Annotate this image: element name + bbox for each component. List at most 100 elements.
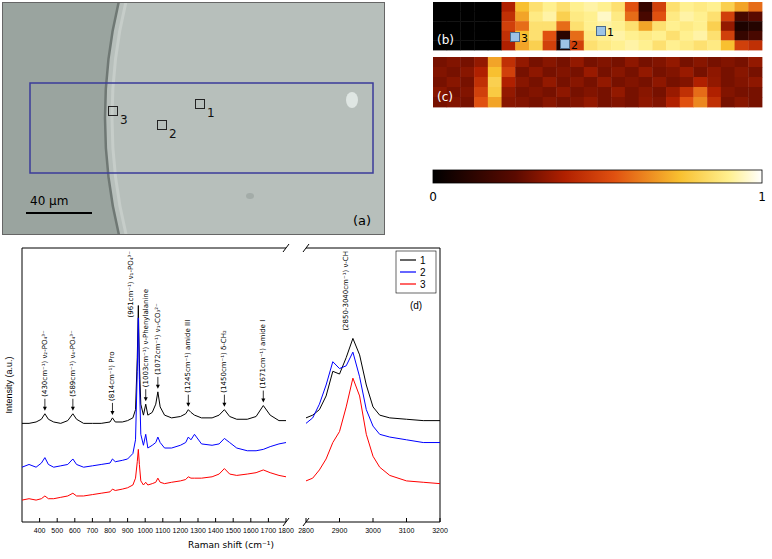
map-cell xyxy=(748,21,762,31)
map-cell xyxy=(584,40,598,50)
map-cell xyxy=(515,2,529,12)
map-cell xyxy=(680,40,694,50)
map-cell xyxy=(460,77,474,87)
map-cell xyxy=(693,2,707,12)
map-cell xyxy=(488,21,502,31)
map-cell xyxy=(735,21,749,31)
map-cell xyxy=(447,2,461,12)
colorbar-tick-label: 1 xyxy=(758,190,766,204)
map-cell xyxy=(707,40,721,50)
map-cell xyxy=(515,77,529,87)
frame-top xyxy=(22,248,286,249)
map-cell xyxy=(460,87,474,97)
map-cell xyxy=(639,31,653,41)
x-tick xyxy=(162,518,163,522)
map-cell xyxy=(502,57,516,67)
map-cell xyxy=(460,97,474,107)
map-cell xyxy=(474,21,488,31)
map-cell xyxy=(556,12,570,22)
axis-break xyxy=(283,518,289,526)
map-cell xyxy=(447,21,461,31)
map-cell xyxy=(666,97,680,107)
map-cell xyxy=(515,67,529,77)
x-tick-label: 1200 xyxy=(173,527,189,534)
map-cell xyxy=(488,67,502,77)
map-cell xyxy=(639,87,653,97)
map-cell xyxy=(707,31,721,41)
map-cell xyxy=(721,21,735,31)
map-cell xyxy=(666,67,680,77)
map-cell xyxy=(584,67,598,77)
map-cell xyxy=(639,57,653,67)
map-cell xyxy=(598,12,612,22)
map-cell xyxy=(556,40,570,50)
map-cell xyxy=(515,87,529,97)
plot-area xyxy=(306,338,440,483)
map-cell xyxy=(721,97,735,107)
map-cell xyxy=(707,21,721,31)
panel-label: (d) xyxy=(410,300,422,311)
x-tick xyxy=(306,518,307,522)
map-cell xyxy=(748,40,762,50)
map-cell xyxy=(515,21,529,31)
map-cell xyxy=(570,2,584,12)
x-tick xyxy=(440,518,441,522)
map-cell xyxy=(735,57,749,67)
annotation-arrowhead xyxy=(186,403,190,407)
map-cell xyxy=(598,97,612,107)
map-cell xyxy=(529,2,543,12)
map-cell xyxy=(570,97,584,107)
map-cell xyxy=(447,77,461,87)
map-cell xyxy=(707,87,721,97)
map-cell xyxy=(447,67,461,77)
x-tick xyxy=(57,518,58,522)
map-cell xyxy=(652,2,666,12)
map-cell xyxy=(625,12,639,22)
y-axis xyxy=(22,248,23,522)
map-cell xyxy=(529,57,543,67)
map-cell xyxy=(474,77,488,87)
x-axis xyxy=(22,522,286,523)
x-tick-label: 600 xyxy=(69,527,81,534)
map-cell xyxy=(488,87,502,97)
map-cell xyxy=(735,40,749,50)
x-tick xyxy=(286,518,287,522)
point-marker xyxy=(511,33,520,42)
x-tick-label: 3100 xyxy=(399,527,415,534)
map-cell xyxy=(639,40,653,50)
figure: 12340 μm(a)(b)(c)12301400500600700800900… xyxy=(0,0,772,559)
x-tick xyxy=(110,518,111,522)
spectrum-line xyxy=(22,449,286,500)
map-cell xyxy=(584,12,598,22)
map-cell xyxy=(693,97,707,107)
map-cell xyxy=(707,67,721,77)
map-cell xyxy=(639,67,653,77)
x-tick xyxy=(339,518,340,522)
map-cell xyxy=(611,77,625,87)
map-cell xyxy=(693,77,707,87)
x-tick xyxy=(233,518,234,522)
map-cell xyxy=(721,12,735,22)
map-cell xyxy=(556,57,570,67)
map-cell xyxy=(460,31,474,41)
map-cell xyxy=(652,77,666,87)
annotation-arrowhead xyxy=(261,399,265,403)
panel-label: (a) xyxy=(353,213,371,228)
map-cell xyxy=(433,21,447,31)
map-cell xyxy=(652,87,666,97)
x-tick-label: 1700 xyxy=(261,527,277,534)
point-marker xyxy=(597,27,606,36)
map-cell xyxy=(652,67,666,77)
axis-break xyxy=(283,244,289,252)
map-cell xyxy=(433,57,447,67)
x-tick xyxy=(198,518,199,522)
map-cell xyxy=(611,12,625,22)
map-cell xyxy=(598,87,612,97)
x-tick-label: 500 xyxy=(51,527,63,534)
map-cell xyxy=(502,87,516,97)
map-cell xyxy=(652,57,666,67)
map-cell xyxy=(543,57,557,67)
map-cell xyxy=(502,77,516,87)
map-cell xyxy=(488,77,502,87)
map-cell xyxy=(652,12,666,22)
